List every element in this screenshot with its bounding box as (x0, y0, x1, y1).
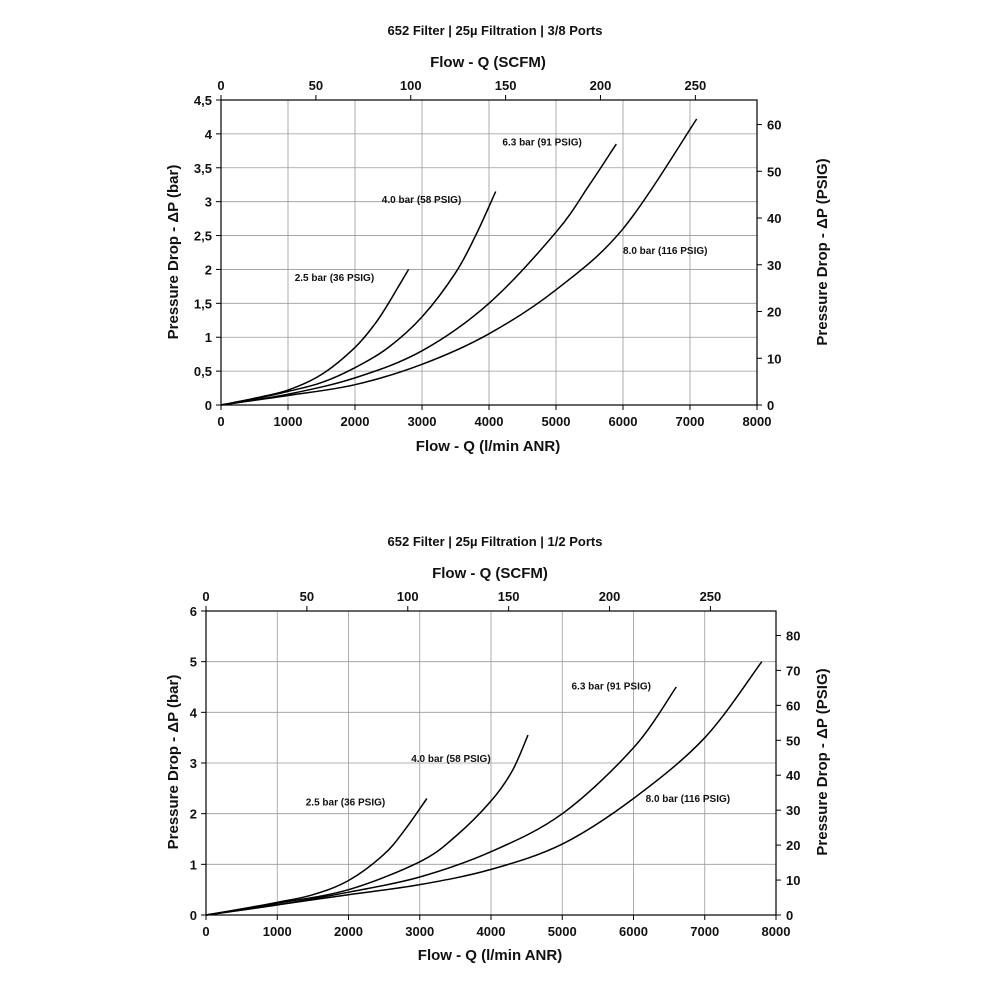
x-tick-label: 2000 (341, 414, 370, 429)
x-tick-label: 5000 (542, 414, 571, 429)
left-axis-label: Pressure Drop - ΔP (bar) (165, 675, 182, 850)
x2-tick-label: 50 (300, 589, 314, 604)
series-label-2: 6.3 bar (91 PSIG) (502, 137, 581, 148)
x2-tick-label: 100 (397, 589, 419, 604)
y2-tick-label: 30 (767, 258, 781, 273)
y2-tick-label: 0 (786, 908, 793, 923)
y-tick-label: 6 (190, 604, 197, 619)
x-tick-label: 1000 (263, 924, 292, 939)
x-tick-label: 8000 (743, 414, 772, 429)
top-axis-label: Flow - Q (SCFM) (430, 54, 546, 71)
y2-tick-label: 30 (786, 803, 800, 818)
x2-tick-label: 150 (495, 78, 517, 93)
x-tick-label: 6000 (619, 924, 648, 939)
bottom-axis-label: Flow - Q (l/min ANR) (418, 947, 562, 964)
y2-tick-label: 40 (767, 211, 781, 226)
y2-tick-label: 0 (767, 398, 774, 413)
y-tick-label: 3,5 (194, 161, 212, 176)
y2-tick-label: 10 (786, 873, 800, 888)
series-line-3 (205, 661, 763, 916)
y2-tick-label: 60 (767, 118, 781, 133)
x-tick-label: 1000 (274, 414, 303, 429)
y2-tick-label: 20 (767, 305, 781, 320)
series-label-1: 4.0 bar (58 PSIG) (382, 195, 461, 206)
y-tick-label: 3 (190, 756, 197, 771)
x2-tick-label: 100 (400, 78, 422, 93)
x-tick-label: 4000 (477, 924, 506, 939)
chart-title: 652 Filter | 25µ Filtration | 1/2 Ports (388, 534, 603, 549)
y-tick-label: 1,5 (194, 296, 212, 311)
y-tick-label: 2,5 (194, 229, 212, 244)
y2-tick-label: 40 (786, 768, 800, 783)
top-axis-label: Flow - Q (SCFM) (432, 565, 548, 582)
series-line-1 (205, 734, 529, 916)
x-tick-label: 0 (202, 924, 209, 939)
series-line-3 (220, 118, 698, 406)
x2-tick-label: 250 (700, 589, 722, 604)
y-tick-label: 0 (205, 398, 212, 413)
x-tick-label: 5000 (548, 924, 577, 939)
x2-tick-label: 0 (202, 589, 209, 604)
series-label-3: 8.0 bar (116 PSIG) (646, 794, 731, 805)
x-tick-label: 3000 (405, 924, 434, 939)
x2-tick-label: 250 (684, 78, 706, 93)
y2-tick-label: 80 (786, 628, 800, 643)
y-tick-label: 4 (205, 127, 213, 142)
y2-tick-label: 50 (786, 733, 800, 748)
x-tick-label: 0 (217, 414, 224, 429)
y2-tick-label: 60 (786, 698, 800, 713)
x2-tick-label: 50 (309, 78, 323, 93)
series-line-2 (220, 143, 617, 406)
y-tick-label: 0 (190, 908, 197, 923)
x-tick-label: 7000 (676, 414, 705, 429)
series-label-2: 6.3 bar (91 PSIG) (572, 682, 651, 693)
x-tick-label: 7000 (690, 924, 719, 939)
bottom-axis-label: Flow - Q (l/min ANR) (416, 438, 560, 455)
x-tick-label: 3000 (408, 414, 437, 429)
x2-tick-label: 200 (599, 589, 621, 604)
y-tick-label: 2 (205, 262, 212, 277)
chart-title: 652 Filter | 25µ Filtration | 3/8 Ports (388, 23, 603, 38)
y-tick-label: 1 (190, 857, 197, 872)
chart-1-2-ports: 652 Filter | 25µ Filtration | 1/2 Ports … (165, 534, 831, 964)
y-tick-label: 3 (205, 195, 212, 210)
y-tick-label: 5 (190, 655, 197, 670)
x-tick-label: 6000 (609, 414, 638, 429)
x2-tick-label: 200 (590, 78, 612, 93)
y-tick-label: 1 (205, 330, 212, 345)
series-label-0: 2.5 bar (36 PSIG) (306, 798, 385, 809)
y2-tick-label: 10 (767, 351, 781, 366)
x-tick-label: 4000 (475, 414, 504, 429)
y2-tick-label: 20 (786, 838, 800, 853)
series-label-3: 8.0 bar (116 PSIG) (623, 246, 708, 257)
y-tick-label: 0,5 (194, 364, 212, 379)
y-tick-label: 4 (190, 705, 198, 720)
series-line-1 (220, 191, 497, 406)
x-tick-label: 2000 (334, 924, 363, 939)
y-tick-label: 2 (190, 807, 197, 822)
series-label-1: 4.0 bar (58 PSIG) (411, 754, 490, 765)
right-axis-label: Pressure Drop - ΔP (PSIG) (814, 158, 831, 345)
y-tick-label: 4,5 (194, 93, 212, 108)
x-tick-label: 8000 (762, 924, 791, 939)
left-axis-label: Pressure Drop - ΔP (bar) (165, 165, 182, 340)
chart-3-8-ports: 652 Filter | 25µ Filtration | 3/8 Ports … (165, 23, 831, 455)
right-axis-label: Pressure Drop - ΔP (PSIG) (814, 668, 831, 855)
y2-tick-label: 50 (767, 164, 781, 179)
x2-tick-label: 0 (217, 78, 224, 93)
series-label-0: 2.5 bar (36 PSIG) (295, 273, 374, 284)
y2-tick-label: 70 (786, 663, 800, 678)
x2-tick-label: 150 (498, 589, 520, 604)
